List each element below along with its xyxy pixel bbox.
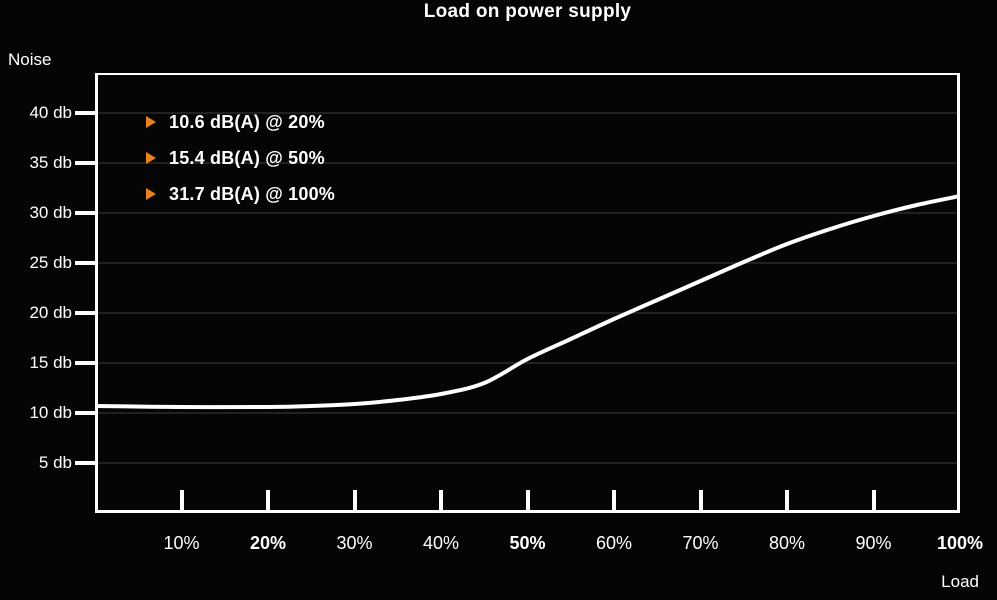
x-tick-label: 90% xyxy=(855,533,892,553)
gridline xyxy=(97,362,958,364)
legend-item: 31.7 dB(A) @ 100% xyxy=(146,184,335,204)
x-tick-label: 30% xyxy=(336,533,373,553)
x-tick-label: 50% xyxy=(509,533,546,553)
legend: 10.6 dB(A) @ 20% 15.4 dB(A) @ 50% 31.7 d… xyxy=(146,112,335,220)
legend-item: 10.6 dB(A) @ 20% xyxy=(146,112,335,132)
y-tick-mark xyxy=(75,361,95,365)
y-tick-mark xyxy=(75,211,95,215)
gridline xyxy=(97,312,958,314)
x-tick-label: 80% xyxy=(768,533,806,553)
y-tick-label: 20 db xyxy=(29,303,72,322)
x-tick-mark xyxy=(612,490,616,510)
y-tick-mark xyxy=(75,161,95,165)
legend-label: 15.4 dB(A) @ 50% xyxy=(169,147,325,168)
legend-item: 15.4 dB(A) @ 50% xyxy=(146,148,335,168)
triangle-marker-icon xyxy=(146,116,156,128)
x-tick-label: 40% xyxy=(422,533,460,553)
x-tick-label: 60% xyxy=(595,533,633,553)
triangle-marker-icon xyxy=(146,152,156,164)
gridline xyxy=(97,462,958,464)
x-tick-mark xyxy=(525,490,530,510)
y-axis-title: Noise xyxy=(8,50,52,69)
y-tick-mark xyxy=(75,111,95,115)
x-tick-mark xyxy=(266,490,270,510)
noise-curve xyxy=(95,194,960,410)
gridline xyxy=(97,212,958,214)
x-tick-mark xyxy=(785,490,789,510)
y-tick-label: 10 db xyxy=(29,403,72,422)
y-tick-label: 40 db xyxy=(29,103,72,122)
y-tick-mark xyxy=(75,461,95,465)
y-tick-label: 35 db xyxy=(29,153,72,172)
x-tick-mark xyxy=(698,490,703,510)
x-tick-label: 70% xyxy=(682,533,719,553)
x-tick-mark xyxy=(439,490,443,510)
gridline xyxy=(97,162,958,164)
noise-curve-path xyxy=(95,194,960,410)
y-tick-mark xyxy=(75,311,95,315)
gridline xyxy=(97,262,958,264)
gridline xyxy=(97,412,958,414)
x-tick-mark xyxy=(871,490,876,510)
x-tick-label: 100% xyxy=(936,533,984,553)
x-tick-label: 20% xyxy=(249,533,287,553)
gridline xyxy=(97,112,958,114)
x-tick-label: 10% xyxy=(163,533,200,553)
y-tick-label: 5 db xyxy=(38,453,72,472)
legend-label: 31.7 dB(A) @ 100% xyxy=(169,183,336,204)
triangle-marker-icon xyxy=(146,188,156,200)
y-tick-label: 30 db xyxy=(29,203,72,222)
y-tick-mark xyxy=(75,411,95,415)
y-tick-label: 15 db xyxy=(29,353,72,372)
y-tick-mark xyxy=(75,261,95,265)
x-tick-mark xyxy=(179,490,184,510)
x-tick-mark xyxy=(352,490,357,510)
legend-label: 10.6 dB(A) @ 20% xyxy=(169,111,325,132)
y-tick-label: 25 db xyxy=(29,253,72,272)
chart-title: Load on power supply xyxy=(423,1,632,22)
x-axis-title: Load xyxy=(941,572,979,591)
